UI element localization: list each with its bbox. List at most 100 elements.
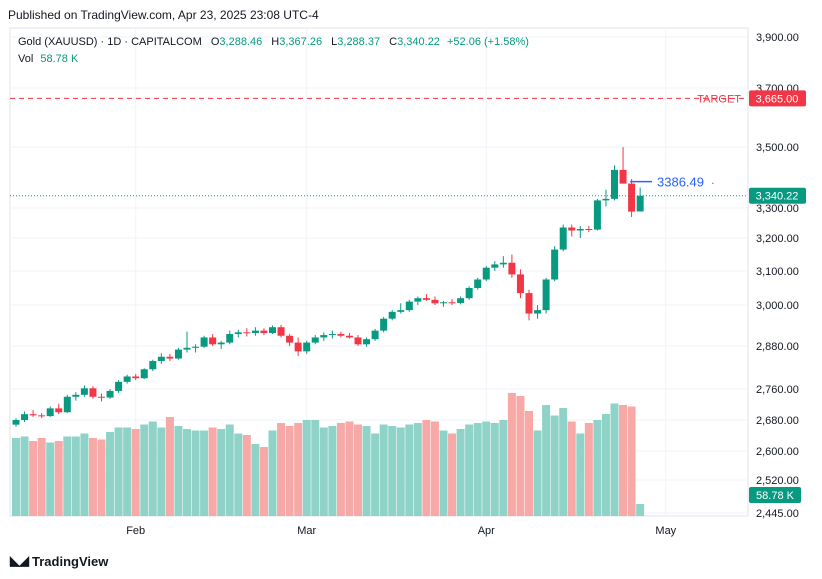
volume-bar [157, 427, 166, 516]
volume-bar [456, 429, 465, 516]
volume-bar [285, 426, 294, 516]
candle-body [12, 420, 20, 425]
target-price-text: 3,665.00 [756, 93, 799, 105]
last-price-text: 3,340.22 [756, 191, 799, 203]
volume-bar [225, 424, 234, 516]
candle-body [157, 356, 165, 362]
high-label: H [271, 36, 280, 48]
volume-bar [601, 414, 610, 516]
volume-bar [413, 423, 422, 516]
volume-bar [627, 406, 636, 516]
volume-bar [131, 429, 140, 516]
volume-bar [63, 436, 72, 516]
volume-bar [336, 423, 345, 516]
price-tick-label: 3,500.00 [756, 142, 799, 154]
open-value: 3,288.46 [219, 36, 263, 48]
low-label: L [331, 36, 338, 48]
candle-body [200, 337, 208, 347]
candle-body [320, 335, 328, 338]
volume-bar [525, 411, 533, 516]
candle-body [474, 279, 482, 288]
price-tick-label: 3,900.00 [756, 32, 799, 44]
candle-body [98, 396, 105, 398]
candle-body [29, 414, 37, 416]
volume-bar [217, 429, 226, 516]
volume-bar [542, 405, 551, 516]
candle-body [380, 318, 388, 331]
volume-bar [20, 436, 29, 516]
time-tick-label: May [655, 525, 676, 537]
candle-body [397, 310, 405, 312]
volume-bar [405, 424, 414, 516]
candle-body [243, 332, 251, 334]
symbol-title[interactable]: Gold (XAUUSD) · 1D · CAPITALCOM [18, 36, 202, 48]
candle-body [491, 264, 499, 268]
volume-bar [37, 438, 46, 516]
candle-body [38, 415, 46, 417]
volume-bar [29, 441, 38, 516]
candle-body [576, 229, 584, 231]
volume-bar [465, 424, 474, 516]
volume-bar [388, 426, 397, 516]
candle-body [388, 311, 396, 319]
volume-label: Vol [18, 53, 34, 65]
candle-body [140, 369, 148, 379]
volume-bar [516, 396, 525, 516]
candle-body [602, 198, 610, 201]
tradingview-logo-icon: ◣◢ [10, 553, 29, 568]
volume-bar [550, 415, 559, 516]
volume-bar [311, 420, 320, 516]
volume-bar [88, 438, 97, 516]
candle-body [337, 334, 345, 336]
volume-bar [439, 430, 448, 516]
volume-bar [165, 417, 174, 516]
price-tick-label: 3,300.00 [756, 203, 799, 215]
candle-body [294, 342, 302, 352]
volume-bar [251, 444, 260, 516]
volume-bar [208, 427, 217, 516]
volume-bar [140, 424, 149, 516]
volume-bar [610, 403, 619, 516]
volume-bar [584, 423, 593, 516]
annotation-label: 3386.49 [657, 175, 704, 190]
price-tick-label: 3,200.00 [756, 233, 799, 245]
volume-bar [71, 436, 80, 516]
candle-body [508, 262, 516, 275]
publish-info: Published on TradingView.com, Apr 23, 20… [8, 8, 319, 22]
candle-body [422, 298, 430, 300]
price-axis: 3,900.003,700.003,500.003,300.003,200.00… [749, 32, 806, 520]
volume-bar [242, 435, 251, 516]
last-price-badge [749, 187, 806, 204]
candle-body [192, 346, 200, 348]
candle-body [166, 356, 174, 359]
volume-bar [183, 429, 191, 516]
open-label: O [210, 36, 220, 48]
candle-body [440, 302, 447, 304]
price-tick-label: 3,000.00 [756, 300, 799, 312]
volume-bar [396, 427, 405, 516]
time-tick-label: Mar [297, 525, 316, 537]
candle-body [183, 347, 191, 350]
volume-bar [482, 421, 491, 516]
price-tick-label: 2,600.00 [756, 446, 799, 458]
candle-body [303, 342, 311, 352]
volume-bar [80, 433, 89, 516]
brand-label: TradingView [32, 553, 109, 569]
volume-bar [234, 433, 243, 516]
candle-body [559, 227, 567, 250]
volume-bar [362, 426, 371, 516]
high-value: 3,367.26 [279, 36, 323, 48]
volume-badge [749, 487, 801, 503]
candle-body [619, 169, 627, 184]
volume-bar [191, 430, 200, 516]
candle-body [593, 200, 601, 230]
footer-brand[interactable]: ◣◢ TradingView [10, 553, 108, 569]
candle-body [311, 337, 319, 343]
volume-bar [379, 424, 388, 516]
candle-body [286, 335, 294, 343]
candle-body [525, 293, 533, 314]
candle-body [55, 408, 63, 413]
volume-bar [559, 408, 568, 516]
volume-bar [97, 439, 106, 516]
